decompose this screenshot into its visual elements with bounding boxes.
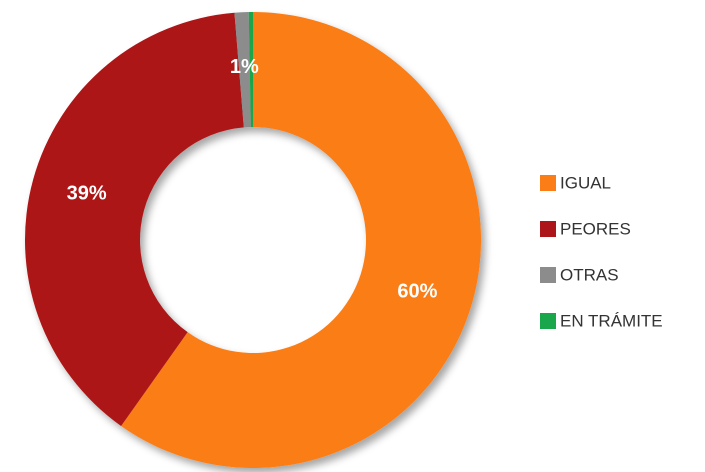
legend-swatch	[540, 175, 556, 191]
legend-label: EN TRÁMITE	[560, 311, 663, 330]
chart: 60% 39% 1% IGUAL PEORES OTRAS EN TRÁMITE	[0, 0, 705, 472]
data-label: 1%	[230, 56, 259, 78]
legend-swatch	[540, 313, 556, 329]
legend-label: PEORES	[560, 219, 631, 238]
legend: IGUAL PEORES OTRAS EN TRÁMITE	[540, 173, 663, 330]
legend-label: IGUAL	[560, 173, 611, 192]
legend-swatch	[540, 221, 556, 237]
data-label: 39%	[67, 183, 107, 205]
data-label: 60%	[397, 281, 437, 303]
donut	[25, 12, 481, 468]
legend-label: OTRAS	[560, 265, 619, 284]
legend-swatch	[540, 267, 556, 283]
